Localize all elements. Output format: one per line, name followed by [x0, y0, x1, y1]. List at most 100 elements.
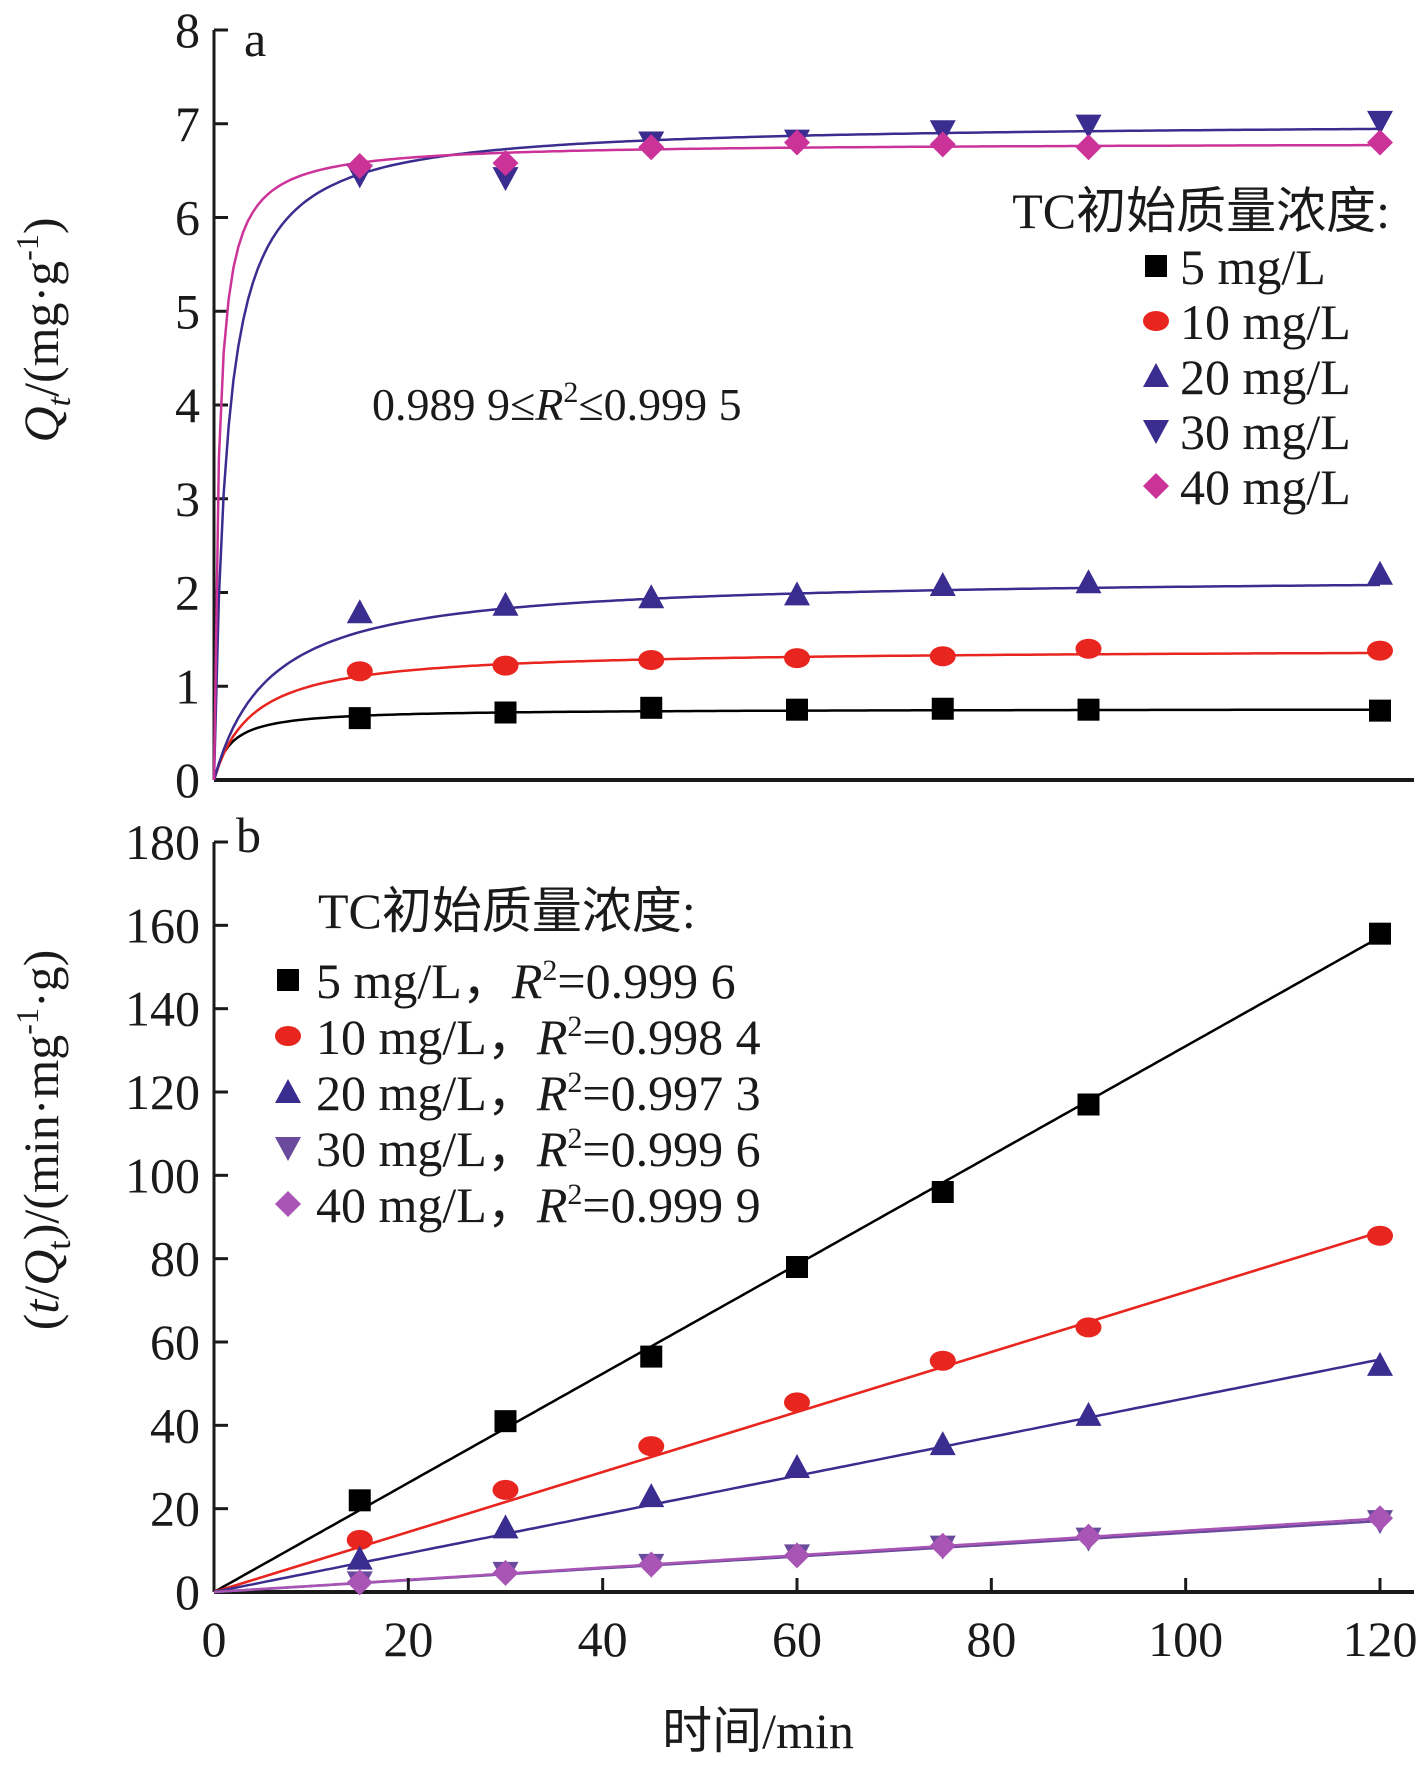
panel-a-data-point [1075, 638, 1102, 659]
panel-a-data-point [1077, 698, 1100, 721]
x-tick-label: 100 [1148, 1611, 1223, 1667]
panel-b-data-point [1367, 1351, 1393, 1376]
panel-b-y-tick-label: 140 [125, 981, 200, 1037]
panel-b-data-point [929, 1350, 956, 1371]
panel-b-legend-label: 30 mg/L，R2=0.999 6 [316, 1121, 761, 1177]
panel-a-y-tick-label: 8 [175, 2, 200, 58]
x-tick-label: 120 [1343, 1611, 1417, 1667]
panel-a-legend-marker [1143, 473, 1169, 499]
panel-a-data-point [929, 572, 956, 596]
panel-b-data-point [492, 1559, 519, 1586]
panel-a-legend-marker [1145, 255, 1167, 277]
panel-a-y-tick-label: 4 [175, 377, 200, 433]
panel-b-y-tick-label: 180 [125, 814, 200, 870]
panel-b-data-point [638, 1436, 665, 1457]
panel-a-data-point [1369, 699, 1391, 722]
panel-a-data-point [931, 697, 954, 720]
panel-a-legend-marker [1143, 420, 1169, 444]
panel-b-data-point [1075, 1317, 1102, 1338]
panel-b-y-tick-label: 80 [150, 1231, 200, 1287]
panel-a: a Qt/(mg·g-1) 0.989 9≤R2≤0.999 5 TC初始质量浓… [9, 11, 1390, 442]
panel-a-fit-line [212, 583, 1381, 781]
panel-b-data-point [786, 1256, 808, 1278]
panel-a-data-point [492, 167, 519, 192]
panel-a-legend-label: 5 mg/L [1180, 239, 1326, 295]
panel-b-data-point [640, 1345, 663, 1368]
panel-a-data-point [1075, 114, 1102, 139]
panel-b-y-tick-label: 60 [150, 1314, 200, 1370]
panel-b: b (t/Qt)/(min·mg-1·g) TC初始质量浓度: [9, 807, 696, 1330]
panel-b-legend-marker [275, 1079, 301, 1103]
panel-b-data-point [492, 1514, 519, 1539]
panel-b-legend: 5 mg/L，R2=0.999 610 mg/L，R2=0.998 420 mg… [275, 953, 761, 1233]
panel-b-legend-marker [275, 1026, 301, 1046]
panel-b-y-tick-label: 20 [150, 1481, 200, 1537]
panel-a-legend: 5 mg/L10 mg/L20 mg/L30 mg/L40 mg/L [1143, 239, 1351, 515]
panel-b-data-point [929, 1532, 956, 1559]
panel-b-data-point [1367, 1225, 1393, 1246]
panel-a-legend-label: 30 mg/L [1180, 404, 1351, 460]
panel-b-data-point [638, 1551, 665, 1578]
panel-a-y-tick-label: 7 [175, 96, 200, 152]
x-tick-label: 20 [383, 1611, 433, 1667]
panel-b-y-tick-label: 40 [150, 1397, 200, 1453]
panel-a-legend-title: TC初始质量浓度: [1012, 183, 1390, 239]
panel-b-data-point [494, 1410, 517, 1433]
panel-b-data-point [1367, 1505, 1393, 1532]
panel-a-data-point [929, 131, 956, 158]
panel-b-legend-label: 5 mg/L，R2=0.999 6 [316, 953, 736, 1009]
panel-b-data-point [929, 1431, 956, 1456]
panel-a-legend-label: 40 mg/L [1180, 459, 1351, 515]
panel-b-legend-marker [275, 1191, 301, 1217]
x-tick-label: 60 [772, 1611, 822, 1667]
panel-a-data-point [348, 707, 371, 730]
panel-b-plot: 0 20 40 60 80 100 120 140 160 180 [125, 814, 1414, 1620]
panel-b-data-point [931, 1181, 954, 1203]
panel-a-data-point [638, 650, 665, 670]
panel-b-legend-label: 20 mg/L，R2=0.997 3 [316, 1065, 761, 1121]
panel-b-legend-marker [277, 969, 299, 991]
panel-a-data-point [492, 150, 519, 177]
panel-a-data-point [638, 134, 665, 161]
panel-a-data-point [346, 661, 373, 682]
panel-b-data-point [346, 1529, 373, 1550]
panel-b-y-tick-label: 100 [125, 1147, 200, 1203]
panel-a-y-tick-label: 3 [175, 471, 200, 527]
panel-a-label: a [244, 11, 266, 67]
panel-a-y-tick-label: 2 [175, 565, 200, 621]
panel-b-data-point [346, 1545, 373, 1570]
panel-b-y-tick-label: 120 [125, 1064, 200, 1120]
panel-b-data-point [346, 1569, 373, 1596]
panel-a-legend-label: 10 mg/L [1180, 294, 1351, 350]
panel-b-data-point [784, 1392, 810, 1413]
panel-b-data-point [1075, 1523, 1102, 1550]
panel-a-data-point [638, 584, 665, 609]
panel-b-data-point [492, 1479, 519, 1500]
panel-a-data-point [494, 701, 517, 724]
panel-b-data-point [784, 1454, 810, 1478]
panel-a-data-point [1075, 569, 1102, 594]
panel-a-y-tick-label: 1 [175, 658, 200, 714]
panel-b-y-tick-label: 0 [175, 1564, 200, 1620]
panel-a-legend-marker [1143, 363, 1169, 387]
panel-a-y-axis-title: Qt/(mg·g-1) [9, 218, 78, 443]
panel-b-data-point [784, 1542, 810, 1569]
panel-a-data-point [786, 698, 808, 721]
panel-a-data-point [492, 655, 519, 676]
panel-b-y-tick-label: 160 [125, 897, 200, 953]
panel-a-legend-label: 20 mg/L [1180, 349, 1351, 405]
panel-a-data-point [346, 599, 373, 624]
panel-b-y-axis-title: (t/Qt)/(min·mg-1·g) [9, 950, 78, 1331]
x-tick-label: 40 [578, 1611, 628, 1667]
x-tick-label: 0 [202, 1611, 227, 1667]
panel-a-data-point [784, 129, 810, 156]
panel-b-legend-title: TC初始质量浓度: [318, 883, 696, 939]
panel-a-y-tick-label: 0 [175, 752, 200, 808]
panel-a-data-point [784, 581, 810, 606]
panel-a-data-point [1367, 560, 1393, 585]
panel-a-data-point [784, 648, 810, 669]
panel-a-plot: 0 1 2 3 4 5 6 7 8 [175, 2, 1414, 808]
panel-b-legend-label: 40 mg/L，R2=0.999 9 [316, 1177, 761, 1233]
